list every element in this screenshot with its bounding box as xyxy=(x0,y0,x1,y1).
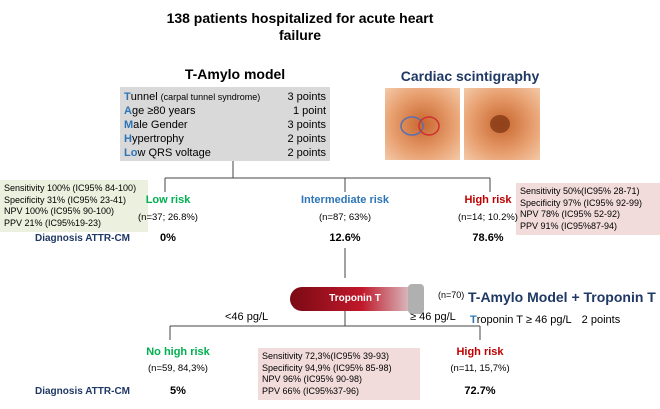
points: 1 point xyxy=(292,105,326,117)
group-name: No high risk xyxy=(146,346,210,358)
metric: Specificity 31% (IC95% 23-41) xyxy=(4,194,127,205)
criterion: Tunnel (carpal tunnel syndrome) 3 points xyxy=(124,90,326,104)
group-diagnosis: 72.7% xyxy=(464,385,496,397)
criterion: Male Gender 3 points xyxy=(124,118,326,132)
criterion-name: Male Gender xyxy=(124,118,188,132)
group-name: High risk xyxy=(456,346,504,358)
model-box: Tunnel (carpal tunnel syndrome) 3 points Ag… xyxy=(120,87,330,161)
metric: PPV 91% (IC95%87-94) xyxy=(520,220,618,231)
model-title: T-Amylo model xyxy=(184,66,286,82)
scintigraphy-title: Cardiac scintigraphy xyxy=(400,68,540,84)
criterion-name: Age ≥80 years xyxy=(124,104,195,118)
criterion-text: unnel xyxy=(130,91,158,103)
troponin-rule: Troponin T ≥ 46 pg/L 2 points xyxy=(470,314,620,326)
tube-label: Troponin T xyxy=(329,293,381,304)
criterion-name: Low QRS voltage xyxy=(124,146,211,160)
group-name: High risk xyxy=(464,194,512,206)
rule-text: roponin T ≥ 46 pg/L xyxy=(476,314,572,326)
combined-title: T-Amylo Model + Troponin T xyxy=(468,289,656,305)
initial: Lo xyxy=(124,147,138,159)
group-n: (n=37; 26.8%) xyxy=(138,212,198,223)
criterion: Low QRS voltage 2 points xyxy=(124,146,326,160)
initial: A xyxy=(124,105,132,117)
group-diagnosis: 0% xyxy=(160,232,176,244)
high-threshold: ≥ 46 pg/L xyxy=(410,311,456,323)
criterion: Hypertrophy 2 points xyxy=(124,132,326,146)
criterion-name: Hypertrophy xyxy=(124,132,184,146)
metric: NPV 96% (IC95% 90-98) xyxy=(262,374,363,384)
criterion-text: w QRS voltage xyxy=(137,147,211,159)
initial: T xyxy=(124,91,131,103)
metric: Specificity 94,9% (IC95% 85-98) xyxy=(262,362,392,373)
points: 3 points xyxy=(287,91,326,103)
low-metrics-box: Sensitivity 100% (IC95% 84-100) Specifici… xyxy=(0,180,148,232)
high-metrics-box: Sensitivity 50%(IC95% 28-71) Specificity … xyxy=(516,183,660,235)
group-n: (n=87; 63%) xyxy=(318,212,372,223)
criterion-text: ale Gender xyxy=(133,119,188,131)
diagnosis-label: Diagnosis ATTR-CM xyxy=(35,386,130,397)
metric: Sensitivity 50%(IC95% 28-71) xyxy=(520,186,640,196)
criterion-text: ypertrophy xyxy=(131,133,184,145)
points: 3 points xyxy=(287,119,326,131)
metric: Sensitivity 72,3%(IC95% 39-93) xyxy=(262,351,390,361)
sub-metrics-box: Sensitivity 72,3%(IC95% 39-93) Specificit… xyxy=(258,348,420,400)
metric: NPV 100% (IC95% 90-100) xyxy=(4,206,115,216)
group-diagnosis: 5% xyxy=(170,385,186,397)
criterion-note: (carpal tunnel syndrome) xyxy=(160,92,261,102)
troponin-tube xyxy=(290,287,420,311)
points: 2 points xyxy=(287,133,326,145)
initial: H xyxy=(124,133,132,145)
group-name: Low risk xyxy=(145,194,191,206)
criterion-name: Tunnel (carpal tunnel syndrome) xyxy=(124,90,260,104)
rule-points: 2 points xyxy=(581,314,621,326)
low-threshold: <46 pg/L xyxy=(225,311,269,323)
metric: NPV 78% (IC95% 52-92) xyxy=(520,209,621,219)
criterion: Age ≥80 years 1 point xyxy=(124,104,326,118)
metric: Sensitivity 100% (IC95% 84-100) xyxy=(4,183,137,193)
criterion-text: ge ≥80 years xyxy=(131,105,196,117)
group-diagnosis: 12.6% xyxy=(329,232,361,244)
initial: M xyxy=(124,119,134,131)
initial: T xyxy=(470,314,477,326)
metric: PPV 66% (IC95%37-96) xyxy=(262,385,360,396)
group-n: (n=14; 10.2%) xyxy=(458,212,518,223)
diagnosis-label: Diagnosis ATTR-CM xyxy=(35,233,130,244)
title: 138 patients hospitalized for acute hear… xyxy=(166,10,434,43)
metric: Specificity 97% (IC95% 92-99) xyxy=(520,197,643,208)
group-n: (n=11, 15,7%) xyxy=(450,363,510,374)
troponin-n: (n=70) xyxy=(438,290,465,300)
group-n: (n=59, 84,3%) xyxy=(148,363,208,374)
group-diagnosis: 78.6% xyxy=(472,232,504,244)
metric: PPV 21% (IC95%19-23) xyxy=(4,217,102,228)
points: 2 points xyxy=(287,147,326,159)
group-name: Intermediate risk xyxy=(300,194,390,206)
